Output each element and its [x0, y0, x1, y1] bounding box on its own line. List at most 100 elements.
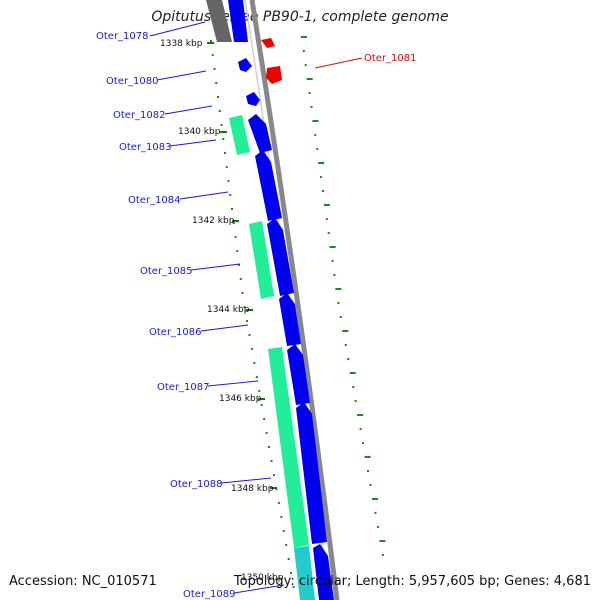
gc-dot-inner [231, 208, 233, 210]
gc-dot-inner [282, 530, 285, 532]
gene-oter-1078-block[interactable] [206, 0, 232, 42]
gc-dot-outer [349, 372, 356, 374]
gc-dot-inner [215, 82, 218, 84]
gene-oter-1087-arrow[interactable] [287, 344, 310, 405]
gene-oter-1088-arrow[interactable] [296, 402, 327, 544]
kbp-tick [270, 487, 277, 489]
topology-label: Topology: circular; Length: 5,957,605 bp… [233, 574, 591, 589]
gc-dot-outer [308, 92, 311, 94]
gc-dot-outer [337, 302, 340, 304]
gc-dot-outer [314, 134, 317, 136]
cds-oter-1083[interactable] [229, 115, 250, 155]
gene-label-oter-1088[interactable]: Oter_1088 [170, 479, 223, 490]
label-leader-reverse [314, 57, 363, 69]
gc-dot-inner [258, 390, 261, 392]
gc-dot-inner [229, 194, 232, 196]
gene-label-oter-1087[interactable]: Oter_1087 [157, 382, 210, 393]
gene-oter-1083-arrow[interactable] [248, 114, 272, 153]
gc-dot-outer [367, 470, 370, 472]
gene-label-oter-1078[interactable]: Oter_1078 [96, 31, 149, 42]
label-leaders [149, 21, 285, 594]
gc-dot-outer [310, 106, 313, 108]
gc-dot-inner [227, 180, 230, 182]
kbp-label: 1338 kbp [160, 39, 203, 49]
gc-dot-outer [325, 218, 328, 220]
gc-dot-inner [255, 376, 258, 378]
accession-label: Accession: NC_010571 [9, 574, 157, 589]
gc-dot-outer [312, 120, 319, 122]
gene-label-oter-1084[interactable]: Oter_1084 [128, 195, 181, 206]
gc-dot-inner [287, 558, 290, 560]
gc-dot-outer [302, 50, 305, 52]
gc-dot-outer [344, 344, 347, 346]
kbp-tick-marks [207, 42, 277, 489]
kbp-label: 1346 kbp [219, 394, 262, 404]
gc-dot-inner [211, 54, 214, 56]
kbp-label: 1350 kbp [241, 573, 284, 583]
gc-dot-inner [280, 516, 283, 518]
cds-oter-1085[interactable] [249, 221, 274, 299]
gc-dot-inner [290, 572, 293, 574]
kbp-label: 1348 kbp [231, 484, 274, 494]
gc-dot-inner [277, 502, 280, 504]
cds-oter-1087[interactable] [268, 347, 309, 548]
gene-oter-1089-arrow[interactable] [313, 544, 334, 600]
kbp-tick [246, 309, 253, 311]
gene-label-oter-1081[interactable]: Oter_1081 [364, 53, 417, 64]
gc-dot-inner [232, 222, 235, 224]
gc-dot-inner [236, 250, 239, 252]
gc-dot-outer [381, 554, 384, 556]
gene-oter-1081a-arrow[interactable] [261, 38, 275, 48]
gc-dot-outer [333, 274, 336, 276]
gc-dot-outer [321, 190, 324, 192]
gene-label-oter-1085[interactable]: Oter_1085 [140, 266, 193, 277]
gc-dot-inner [265, 432, 268, 434]
gc-dot-outer [379, 540, 386, 542]
gc-dot-inner [270, 460, 273, 462]
gc-dot-outer [339, 316, 342, 318]
gc-dot-outer [371, 498, 378, 500]
gc-dot-inner [210, 40, 212, 42]
gc-dot-outer [369, 484, 372, 486]
gc-dot-inner [253, 362, 256, 364]
gc-dot-inner [292, 586, 295, 588]
gc-dot-inner [285, 544, 288, 546]
gene-oter-1080-arrow[interactable] [238, 58, 252, 72]
gc-dot-outer [306, 78, 313, 80]
gene-oter-1086-arrow[interactable] [279, 293, 301, 346]
gc-dot-inner [241, 292, 244, 294]
gc-dot-inner [250, 348, 253, 350]
gc-dot-inner [218, 110, 221, 112]
gene-oter-1081-arrow[interactable] [266, 66, 282, 84]
gc-dot-inner [246, 320, 248, 322]
kbp-label: 1342 kbp [192, 216, 235, 226]
gc-dot-outer [320, 176, 323, 178]
gene-oter-1082-arrow[interactable] [246, 92, 260, 106]
gene-label-oter-1083[interactable]: Oter_1083 [119, 142, 172, 153]
gene-label-oter-1086[interactable]: Oter_1086 [149, 327, 202, 338]
gc-dot-outer [357, 414, 364, 416]
cds-oter-1089[interactable] [294, 546, 315, 600]
gene-oter-1084-arrow[interactable] [255, 150, 282, 221]
gc-dot-outer [335, 288, 342, 290]
gc-dot-inner [217, 96, 219, 98]
gene-label-oter-1082[interactable]: Oter_1082 [113, 110, 166, 121]
kbp-tick [258, 398, 265, 400]
gc-dot-inner [225, 166, 228, 168]
gc-dot-outer [376, 526, 379, 528]
gc-dot-outer [364, 456, 371, 458]
gc-dot-inner [239, 278, 242, 280]
gc-dot-inner [238, 264, 240, 266]
gc-dot-outer [347, 358, 350, 360]
gene-label-oter-1080[interactable]: Oter_1080 [106, 76, 159, 87]
kbp-tick [232, 220, 239, 222]
gc-dot-inner [268, 446, 271, 448]
gene-label-oter-1089[interactable]: Oter_1089 [183, 589, 236, 600]
gc-dot-inner [222, 138, 225, 140]
gc-dot-outer [316, 148, 319, 150]
gene-oter-1079-block[interactable] [228, 0, 248, 42]
gc-dot-outer [331, 260, 334, 262]
gene-oter-1085-arrow[interactable] [267, 218, 294, 296]
genome-backbone [249, 0, 340, 600]
